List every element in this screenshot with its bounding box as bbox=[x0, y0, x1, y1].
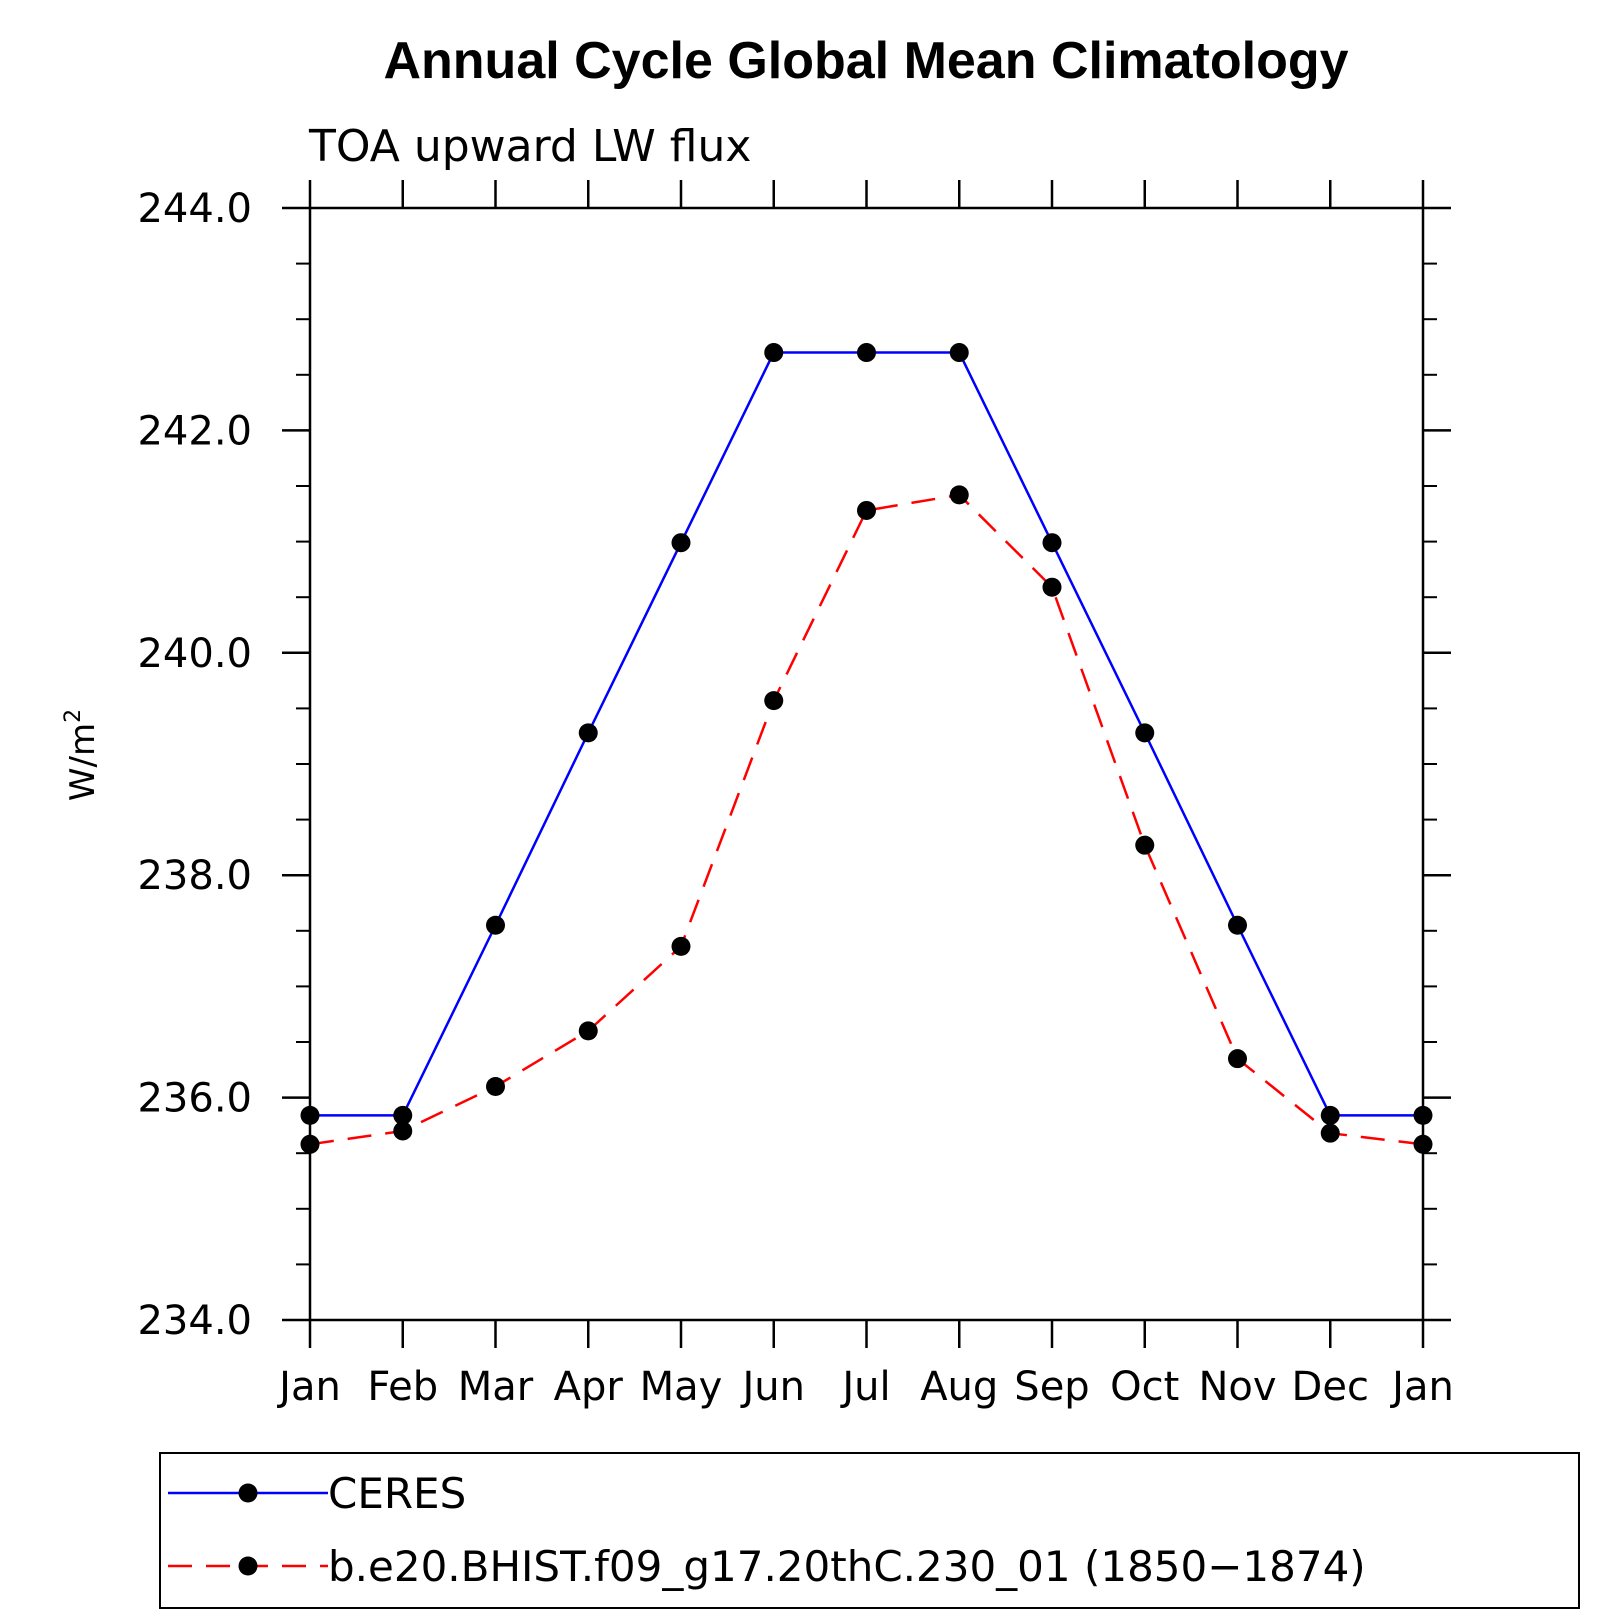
series-2-point bbox=[486, 1076, 505, 1096]
series-2-point bbox=[1135, 835, 1155, 855]
chart-subtitle: TOA upward LW flux bbox=[308, 121, 751, 172]
legend-label-1: CERES bbox=[328, 1469, 466, 1518]
series-2-point bbox=[764, 691, 784, 711]
series-2-point bbox=[578, 1021, 598, 1041]
x-tick-label: Dec bbox=[1292, 1364, 1369, 1410]
x-tick-label: Apr bbox=[554, 1364, 624, 1410]
y-tick-label: 240.0 bbox=[137, 631, 252, 677]
series-1-point bbox=[857, 343, 876, 363]
y-tick-label: 238.0 bbox=[137, 853, 252, 899]
series-2-point bbox=[1228, 1049, 1247, 1069]
series-1-point bbox=[300, 1105, 320, 1125]
series-2-point bbox=[671, 936, 691, 956]
x-tick-label: Sep bbox=[1014, 1364, 1089, 1410]
series-2-point bbox=[857, 500, 876, 520]
series-1-point bbox=[1042, 533, 1062, 553]
x-tick-label: Jan bbox=[1389, 1364, 1454, 1410]
x-tick-label: Jun bbox=[740, 1364, 806, 1410]
series-1-point bbox=[393, 1105, 413, 1125]
legend-box bbox=[159, 1452, 1580, 1609]
svg-text:W/m2: W/m2 bbox=[61, 709, 103, 801]
series-1-point bbox=[1413, 1105, 1433, 1125]
series-1-point bbox=[486, 915, 505, 935]
series-2-point bbox=[300, 1134, 320, 1154]
x-tick-label: May bbox=[640, 1364, 723, 1410]
legend: CERES b.e20.BHIST.f09_g17.20thC.230_01 (1… bbox=[159, 1452, 1580, 1609]
series-1-point bbox=[764, 343, 784, 363]
series-1-point bbox=[1228, 915, 1247, 935]
x-tick-label: Jul bbox=[839, 1364, 890, 1410]
x-tick-label: Jan bbox=[276, 1364, 341, 1410]
series-1-point bbox=[1135, 723, 1155, 743]
y-axis-label-base: W/m bbox=[63, 723, 103, 801]
series-1-point bbox=[578, 723, 598, 743]
x-tick-label: Mar bbox=[458, 1364, 534, 1410]
x-tick-label: Oct bbox=[1110, 1364, 1179, 1410]
x-tick-label: Nov bbox=[1198, 1364, 1276, 1410]
series-1-point bbox=[1320, 1105, 1340, 1125]
series-2-point bbox=[1320, 1123, 1340, 1143]
series-1-point bbox=[949, 343, 969, 363]
y-axis-label: W/m2 bbox=[61, 709, 103, 801]
chart-title: Annual Cycle Global Mean Climatology bbox=[383, 32, 1348, 90]
series-2-point bbox=[393, 1121, 413, 1141]
series-2-point bbox=[1042, 577, 1062, 597]
y-tick-label: 234.0 bbox=[137, 1298, 252, 1344]
x-tick-label: Feb bbox=[367, 1364, 438, 1410]
y-tick-label: 236.0 bbox=[137, 1076, 252, 1122]
axes: Jan Feb Mar Apr May Jun Jul Aug Sep Oct Nov Dec Jan 2… bbox=[137, 180, 1454, 1410]
series-line-2 bbox=[309, 493, 1424, 1146]
legend-label-2: b.e20.BHIST.f09_g17.20thC.230_01 (1850−1… bbox=[328, 1542, 1366, 1591]
series-line-1 bbox=[310, 351, 1423, 1117]
y-tick-label: 242.0 bbox=[137, 408, 252, 454]
plot-frame bbox=[308, 206, 1425, 1322]
series-2-point bbox=[1413, 1134, 1433, 1154]
legend-marker-2 bbox=[238, 1556, 258, 1576]
legend-marker-1 bbox=[238, 1483, 258, 1503]
series-2-point bbox=[949, 485, 969, 505]
plot-series bbox=[300, 343, 1433, 1154]
x-tick-label: Aug bbox=[920, 1364, 998, 1410]
y-axis-label-exponent: 2 bbox=[61, 709, 86, 723]
series-1-point bbox=[671, 533, 691, 553]
y-tick-label: 244.0 bbox=[137, 186, 252, 232]
